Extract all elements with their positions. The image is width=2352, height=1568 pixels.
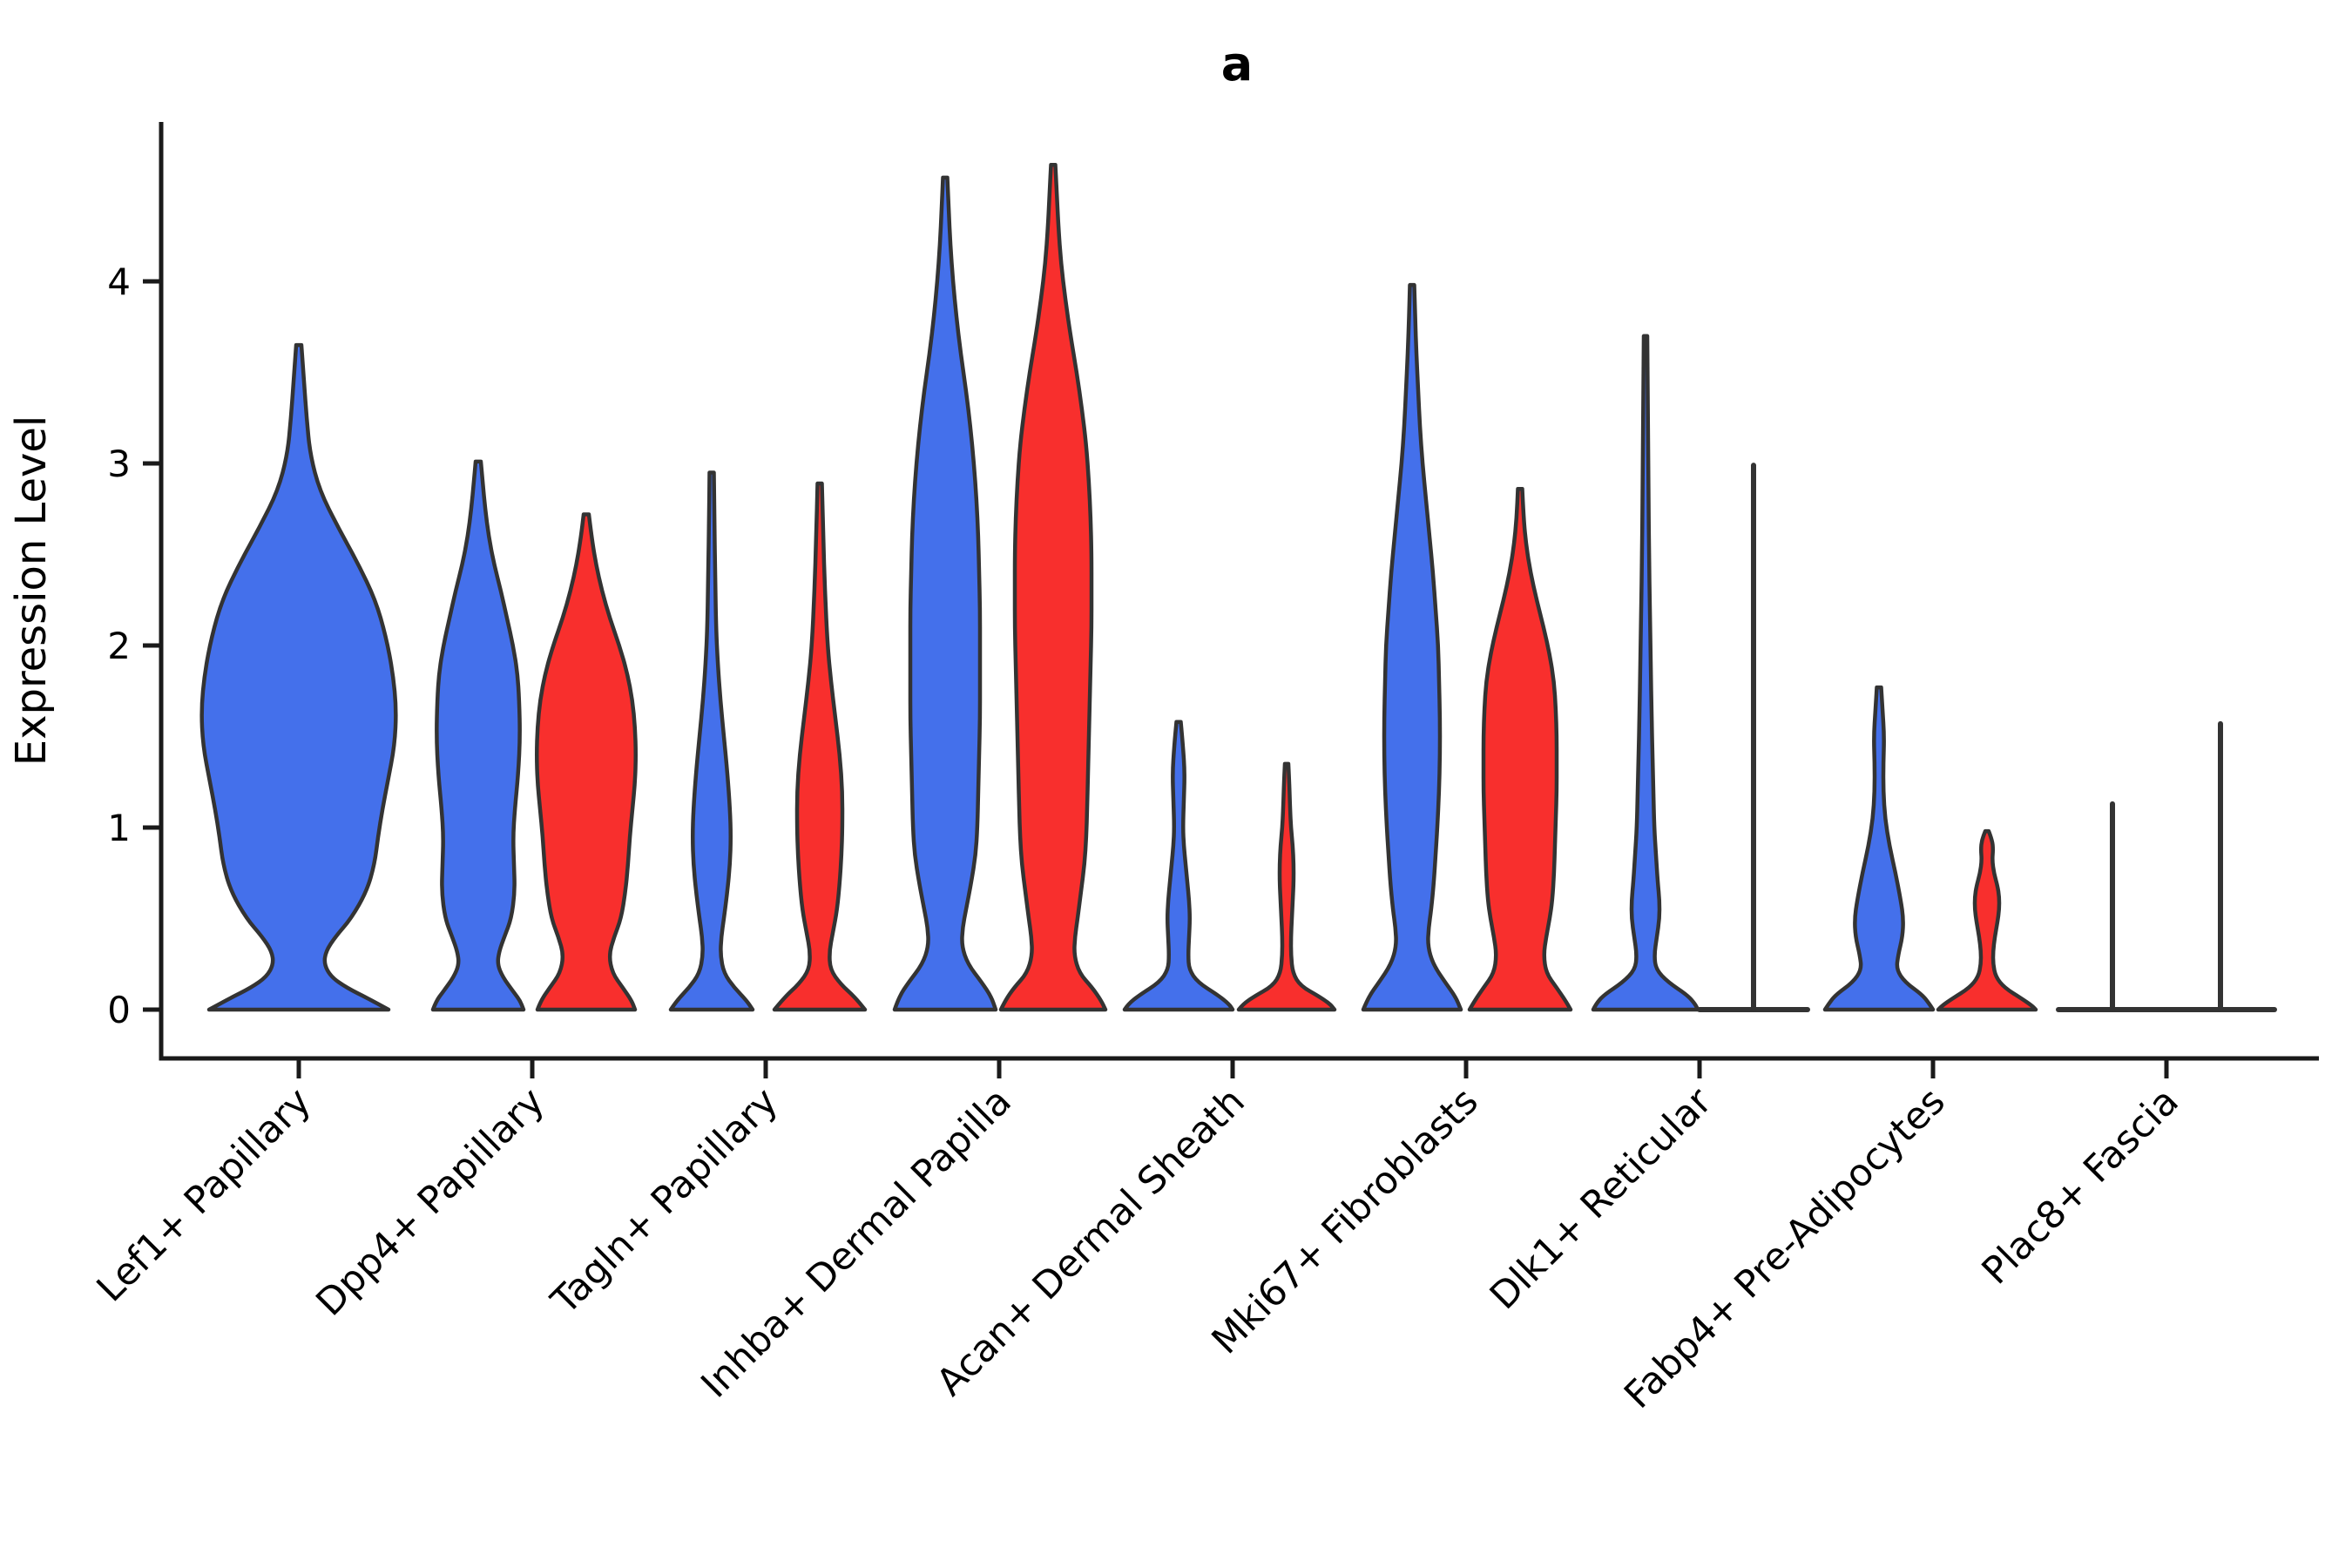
violin-blue-body <box>1591 334 1700 1012</box>
violin-blue-body <box>1361 282 1463 1012</box>
violin-blue-body <box>892 175 998 1012</box>
y-tick-label: 1 <box>107 807 131 849</box>
x-category-label: Dlk1+ Reticular <box>1482 1079 1720 1318</box>
violin-red-body <box>998 162 1108 1012</box>
violin-red-body <box>772 481 868 1012</box>
x-category-label: Lef1+ Papillary <box>89 1079 320 1310</box>
y-tick-label: 3 <box>107 443 131 485</box>
x-category-label: Plac8+ Fascia <box>1974 1079 2187 1293</box>
y-tick-label: 4 <box>107 260 131 303</box>
violin-series <box>199 162 2277 1012</box>
violin-red-body <box>1467 487 1573 1012</box>
y-tick-label: 2 <box>107 625 131 667</box>
violin-red-body <box>535 512 638 1012</box>
violin-blue-body <box>199 342 398 1012</box>
violin-red-body <box>1936 828 2038 1012</box>
violin-blue-body <box>430 459 526 1012</box>
x-category-label: Mki67+ Fibroblasts <box>1204 1079 1487 1362</box>
y-tick-label: 0 <box>107 989 131 1031</box>
violin-red-body <box>1236 761 1337 1012</box>
chart-title: a <box>1221 37 1253 91</box>
violin-blue-body <box>668 470 755 1012</box>
y-axis-label: Expression Level <box>7 416 56 767</box>
violin-blue-body <box>1822 685 1936 1012</box>
axes-spines <box>159 122 2319 1061</box>
y-axis-ticks: 0 1 2 3 4 <box>107 260 161 1031</box>
violin-blue-body <box>1122 720 1235 1012</box>
x-category-label: Tagln+ Papillary <box>543 1079 787 1323</box>
x-category-label: Dpp4+ Papillary <box>308 1079 553 1324</box>
